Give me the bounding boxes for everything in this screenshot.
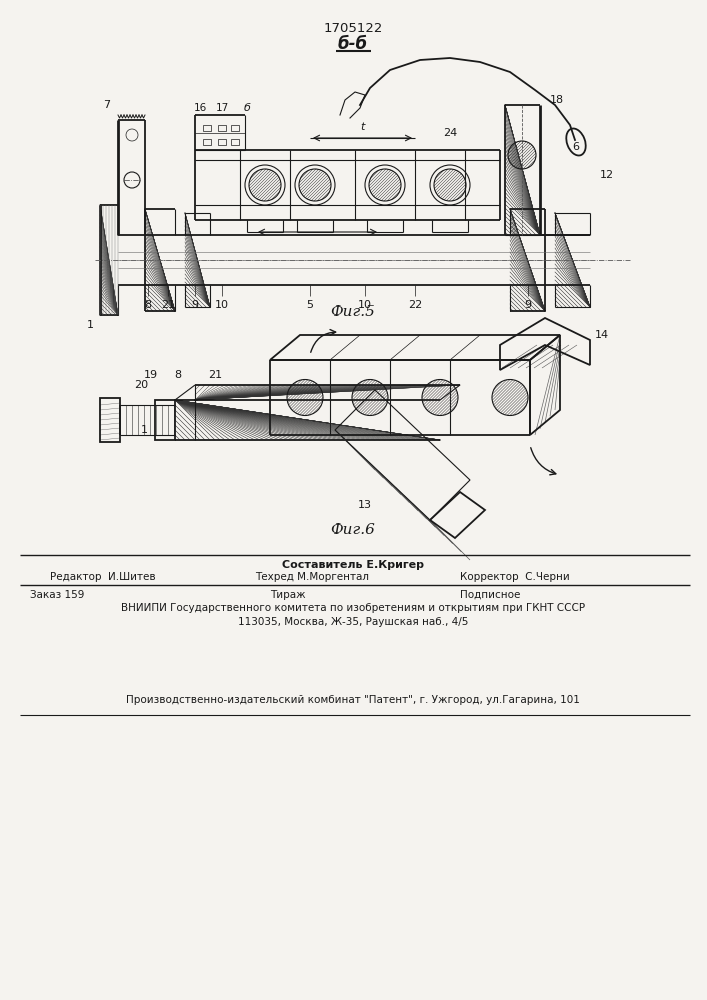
Text: 24: 24 (443, 128, 457, 138)
Text: 8: 8 (175, 370, 182, 380)
Text: 9: 9 (525, 300, 532, 310)
Text: Фиг.5: Фиг.5 (331, 305, 375, 319)
Text: 1: 1 (86, 320, 93, 330)
Text: 18: 18 (550, 95, 564, 105)
Text: 21: 21 (208, 370, 222, 380)
Bar (203, 139, 211, 145)
Text: 17: 17 (216, 103, 228, 113)
Text: Фиг.6: Фиг.6 (331, 523, 375, 537)
Text: 12: 12 (600, 170, 614, 180)
Bar (231, 125, 239, 131)
Text: Производственно-издательский комбинат "Патент", г. Ужгород, ул.Гагарина, 101: Производственно-издательский комбинат "П… (126, 695, 580, 705)
Text: ВНИИПИ Государственного комитета по изобретениям и открытиям при ГКНТ СССР: ВНИИПИ Государственного комитета по изоб… (121, 603, 585, 613)
Text: t: t (361, 122, 365, 132)
Text: б: б (244, 103, 250, 113)
Text: Редактор  И.Шитев: Редактор И.Шитев (50, 572, 156, 582)
Text: 20: 20 (134, 380, 148, 390)
Text: 113035, Москва, Ж-35, Раушская наб., 4/5: 113035, Москва, Ж-35, Раушская наб., 4/5 (238, 617, 468, 627)
Text: 14: 14 (595, 330, 609, 340)
Bar (203, 125, 211, 131)
Text: 22: 22 (408, 300, 422, 310)
Bar (218, 139, 226, 145)
Text: 9: 9 (192, 300, 199, 310)
Text: 13: 13 (358, 500, 372, 510)
Bar (218, 125, 226, 131)
Text: б-б: б-б (338, 35, 368, 53)
Bar (231, 139, 239, 145)
Text: 7: 7 (103, 100, 110, 110)
Text: Подписное: Подписное (460, 590, 520, 600)
Text: 10: 10 (358, 300, 372, 310)
Text: Составитель Е.Кригер: Составитель Е.Кригер (282, 560, 424, 570)
Text: 21: 21 (161, 300, 175, 310)
Text: 16: 16 (194, 103, 206, 113)
Text: 8: 8 (144, 300, 151, 310)
Text: 6: 6 (572, 142, 579, 152)
Text: Заказ 159: Заказ 159 (30, 590, 84, 600)
Text: Техред М.Моргентал: Техред М.Моргентал (255, 572, 369, 582)
Text: 1705122: 1705122 (323, 21, 382, 34)
Text: 10: 10 (215, 300, 229, 310)
Text: 19: 19 (144, 370, 158, 380)
Text: 5: 5 (307, 300, 313, 310)
Text: Корректор  С.Черни: Корректор С.Черни (460, 572, 570, 582)
Text: Тираж: Тираж (270, 590, 305, 600)
Text: 1: 1 (141, 425, 148, 435)
